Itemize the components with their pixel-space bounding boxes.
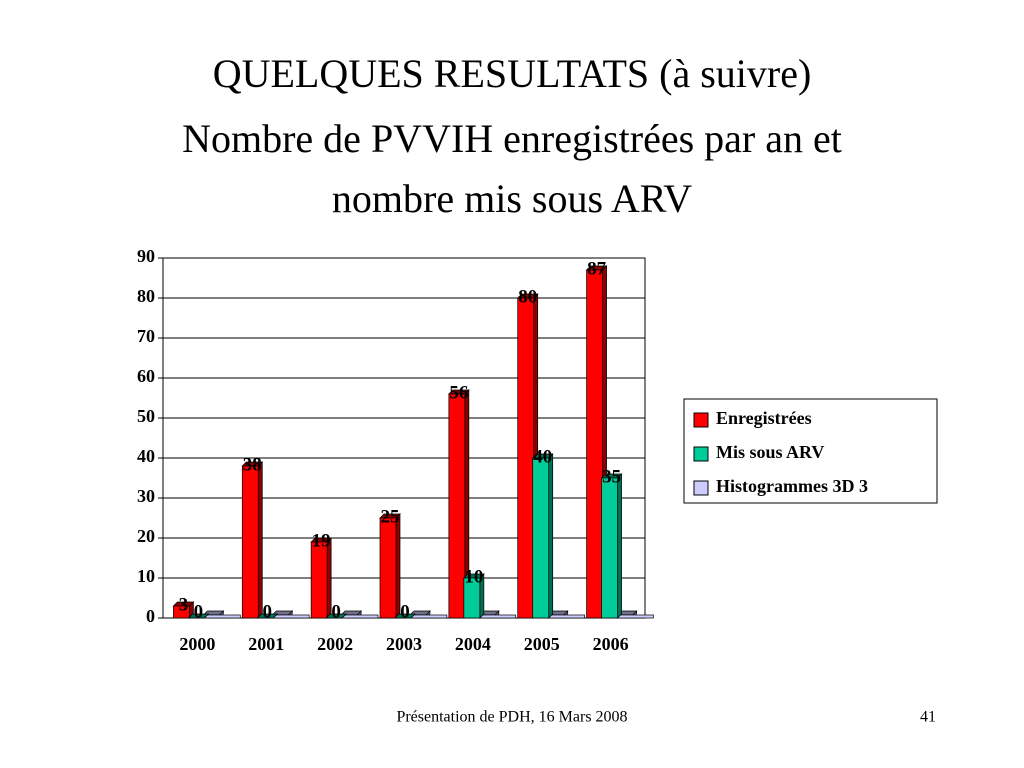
slide-title: QUELQUES RESULTATS (à suivre) <box>213 51 812 96</box>
x-tick-label: 2003 <box>386 634 422 654</box>
data-label: 0 <box>400 601 410 622</box>
bar <box>256 613 279 619</box>
bar <box>478 610 517 619</box>
data-label: 0 <box>263 601 273 622</box>
bar <box>409 610 448 619</box>
data-label: 38 <box>243 454 262 475</box>
data-label: 80 <box>518 286 537 307</box>
bar <box>340 610 379 619</box>
legend <box>683 398 938 504</box>
bar <box>379 513 401 619</box>
bar-face <box>617 473 622 619</box>
bar-face <box>586 269 603 619</box>
legend-swatch <box>693 480 709 496</box>
footer: Présentation de PDH, 16 Mars 2008 <box>396 709 627 726</box>
bar-face <box>463 577 481 619</box>
bar <box>394 613 416 619</box>
data-label: 40 <box>533 446 552 467</box>
x-tick-label: 2005 <box>524 634 560 654</box>
bar-face <box>340 614 379 619</box>
bar <box>271 610 310 619</box>
data-label: 56 <box>449 382 468 403</box>
legend-label: Enregistrées <box>716 408 812 428</box>
data-label: 19 <box>312 530 331 551</box>
bar-face <box>203 614 241 619</box>
slide-subtitle: Nombre de PVVIH enregistrées par an et <box>182 116 842 161</box>
y-tick-label: 0 <box>146 606 155 626</box>
bar-face <box>173 605 190 619</box>
plot-area <box>162 257 646 619</box>
bar-face <box>379 517 397 619</box>
legend-label: Mis sous ARV <box>716 442 824 462</box>
bar <box>310 537 332 619</box>
bar <box>600 473 623 619</box>
bar <box>546 610 585 619</box>
data-label: 0 <box>331 601 341 622</box>
data-label: 87 <box>587 258 607 279</box>
bar-face <box>448 393 466 619</box>
y-tick-label: 90 <box>137 246 155 266</box>
bar <box>241 461 264 619</box>
legend-swatch <box>693 412 709 428</box>
x-tick-label: 2001 <box>248 634 284 654</box>
bar <box>187 613 210 619</box>
legend-label: Histogrammes 3D 3 <box>716 476 868 496</box>
page-number: 41 <box>920 709 936 726</box>
slide-subtitle: nombre mis sous ARV <box>332 176 692 221</box>
y-tick-label: 10 <box>137 566 155 586</box>
data-label: 0 <box>194 601 204 622</box>
bar-face <box>310 541 328 619</box>
data-label: 35 <box>602 466 621 487</box>
bar-face <box>256 613 279 619</box>
y-tick-label: 50 <box>137 406 155 426</box>
bar-face <box>271 614 310 619</box>
bar-face <box>548 453 554 619</box>
bar <box>531 453 554 619</box>
y-tick-label: 60 <box>137 366 155 386</box>
bar-face <box>478 614 517 619</box>
x-tick-label: 2004 <box>455 634 491 654</box>
bar-face <box>325 613 347 619</box>
bar-face <box>187 613 210 619</box>
y-tick-label: 30 <box>137 486 155 506</box>
x-tick-label: 2002 <box>317 634 353 654</box>
x-tick-label: 2000 <box>179 634 215 654</box>
bar-face <box>241 465 259 619</box>
bar-face <box>616 614 654 619</box>
x-tick-label: 2006 <box>593 634 629 654</box>
bar-face <box>601 477 618 619</box>
y-tick-label: 20 <box>137 526 155 546</box>
y-tick-label: 70 <box>137 326 155 346</box>
legend-swatch <box>693 446 709 462</box>
bar <box>325 613 347 619</box>
y-tick-label: 40 <box>137 446 155 466</box>
bar-face <box>409 614 448 619</box>
y-tick-label: 80 <box>137 286 155 306</box>
bar <box>615 610 654 619</box>
bar-face <box>517 297 535 619</box>
bar <box>463 573 485 619</box>
bar-face <box>532 457 550 619</box>
data-label: 25 <box>381 506 400 527</box>
bar-face <box>257 461 263 619</box>
data-label: 3 <box>179 594 189 615</box>
bar <box>448 389 470 619</box>
data-label: 10 <box>464 566 483 587</box>
bar-face <box>394 613 416 619</box>
bar-face <box>547 614 585 619</box>
bar <box>202 610 241 619</box>
